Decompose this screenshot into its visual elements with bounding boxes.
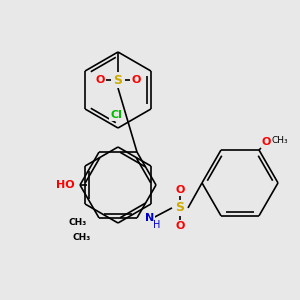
Text: CH₃: CH₃	[69, 218, 87, 227]
Text: O: O	[95, 75, 105, 85]
Text: H: H	[153, 220, 160, 230]
Text: Cl: Cl	[110, 110, 122, 120]
Text: HO: HO	[56, 180, 75, 190]
Text: O: O	[262, 137, 272, 147]
Text: S: S	[176, 201, 184, 214]
Text: O: O	[175, 185, 185, 195]
Text: O: O	[175, 221, 185, 231]
Text: N: N	[145, 213, 154, 223]
Text: CH₃: CH₃	[73, 233, 91, 242]
Text: S: S	[113, 74, 122, 86]
Text: O: O	[131, 75, 141, 85]
Text: CH₃: CH₃	[271, 136, 288, 145]
